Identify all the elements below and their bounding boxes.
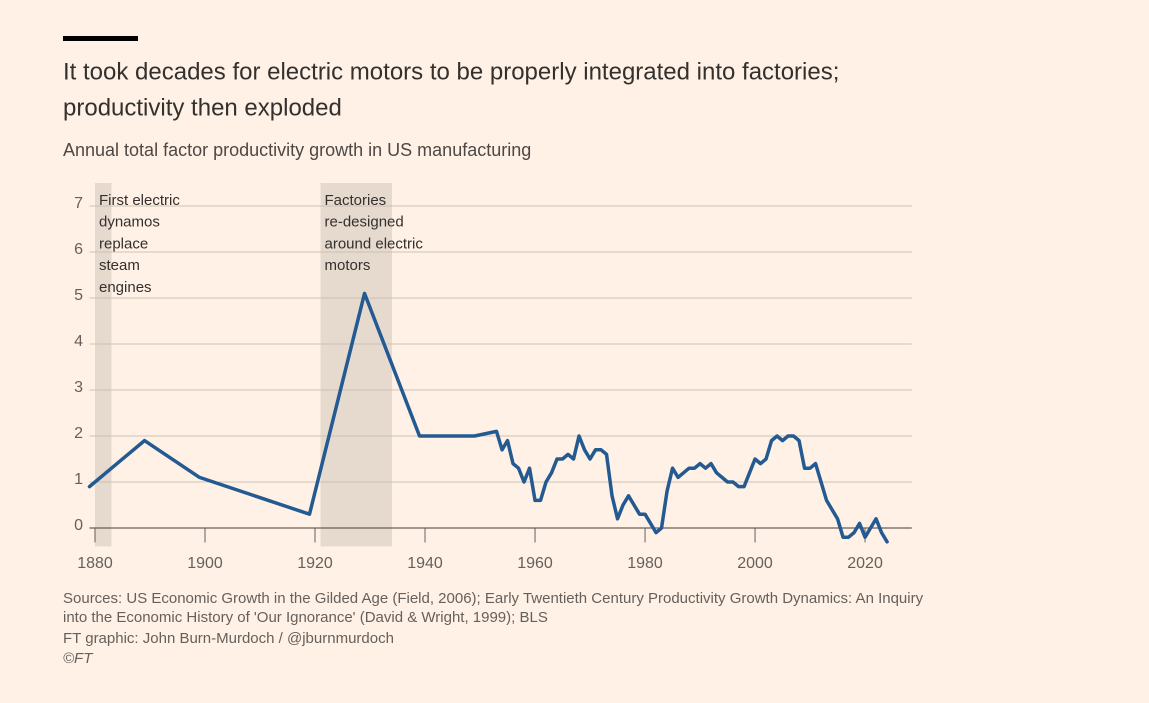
x-tick-label: 1920 (297, 555, 333, 572)
shaded-period (320, 183, 393, 547)
x-tick-label: 1940 (407, 555, 443, 572)
y-tick-label: 6 (74, 241, 83, 258)
chart-title: It took decades for electric motors to b… (63, 58, 839, 85)
y-tick-label: 2 (74, 425, 83, 442)
y-tick-label: 4 (74, 333, 83, 350)
data-line (87, 291, 889, 544)
annotation: dynamos (99, 214, 160, 231)
chart-title: productivity then exploded (63, 94, 342, 121)
x-tick-label: 1960 (517, 555, 553, 572)
x-tick-label: 1900 (187, 555, 223, 572)
x-tick-label: 1880 (77, 555, 113, 572)
annotation: Factories (325, 192, 387, 209)
annotation: steam (99, 257, 140, 274)
annotation: motors (325, 257, 371, 274)
annotation: around electric (325, 235, 424, 252)
chart-subtitle: Annual total factor productivity growth … (63, 140, 531, 160)
x-tick-label: 2000 (737, 555, 773, 572)
footer-text: ©FT (63, 650, 94, 667)
annotation: replace (99, 235, 148, 252)
footer-text: FT graphic: John Burn-Murdoch / @jburnmu… (63, 630, 394, 647)
annotation: engines (99, 279, 152, 296)
y-tick-label: 3 (74, 379, 83, 396)
title-bar (63, 36, 138, 41)
x-tick-label: 1980 (627, 555, 663, 572)
annotation: re-designed (325, 214, 404, 231)
footer-text: into the Economic History of 'Our Ignora… (63, 609, 548, 626)
shaded-period (95, 183, 112, 547)
y-tick-label: 5 (74, 287, 83, 304)
footer-text: Sources: US Economic Growth in the Gilde… (63, 590, 924, 607)
y-tick-label: 1 (74, 471, 83, 488)
annotation: First electric (99, 192, 180, 209)
y-tick-label: 7 (74, 195, 83, 212)
y-tick-label: 0 (74, 517, 83, 534)
x-tick-label: 2020 (847, 555, 883, 572)
